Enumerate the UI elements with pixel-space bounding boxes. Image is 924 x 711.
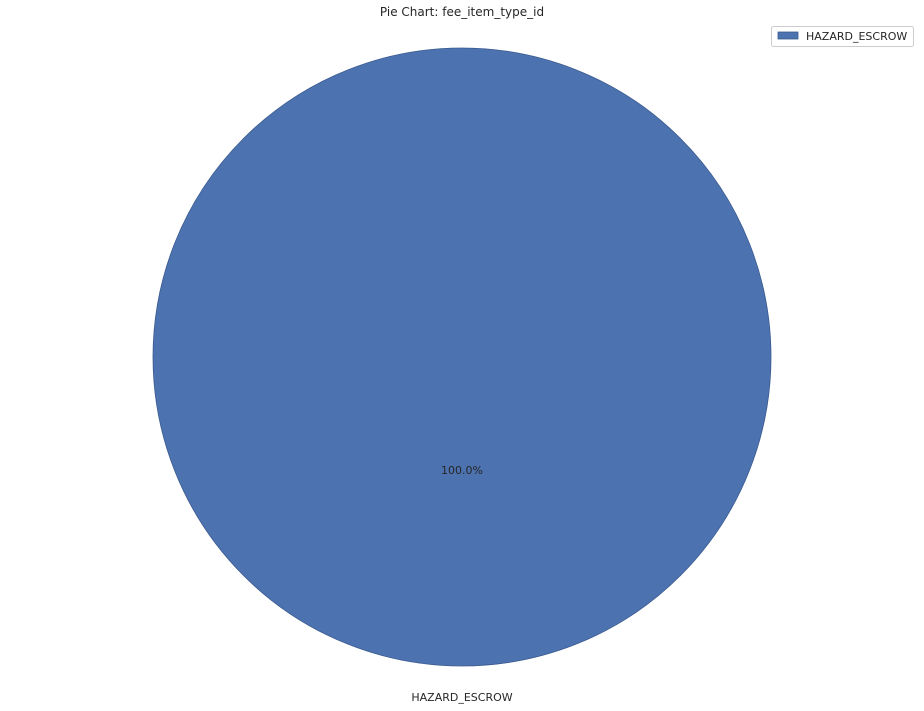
pie-percent-labels: 100.0%: [441, 464, 483, 477]
pie-slices: [152, 47, 772, 667]
pie-slice: [152, 47, 772, 667]
pie-percent-label: 100.0%: [441, 464, 483, 477]
legend: HAZARD_ESCROW: [771, 26, 914, 47]
legend-label: HAZARD_ESCROW: [806, 30, 907, 43]
legend-frame: [771, 26, 914, 47]
legend-entries: HAZARD_ESCROW: [777, 30, 907, 43]
pie-slice-labels: HAZARD_ESCROW: [411, 691, 512, 704]
legend-swatch: [777, 31, 799, 40]
chart-title: Pie Chart: fee_item_type_id: [380, 5, 544, 19]
pie-slice-label: HAZARD_ESCROW: [411, 691, 512, 704]
